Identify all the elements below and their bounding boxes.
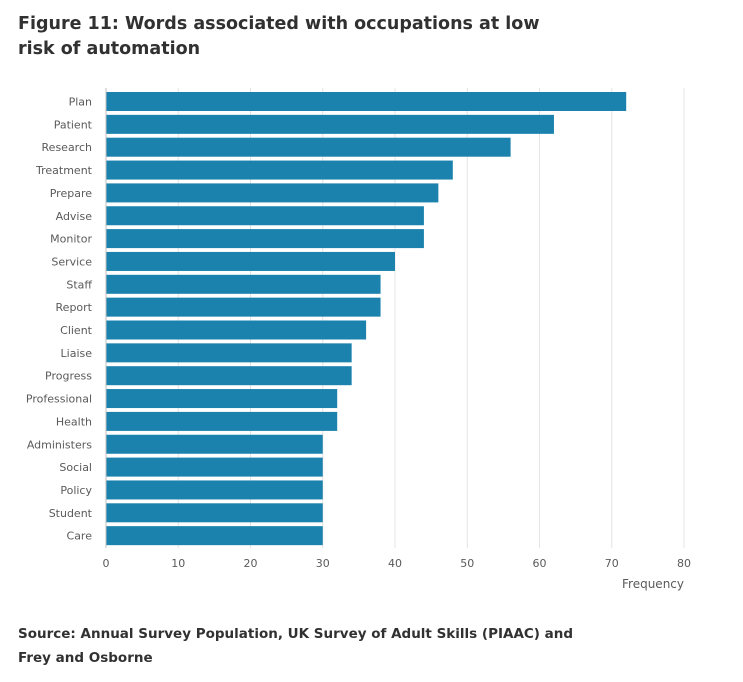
category-label: Student [49, 507, 93, 520]
bar-treatment [106, 160, 453, 180]
bar-service [106, 251, 395, 271]
bar-professional [106, 389, 338, 409]
category-label: Administers [27, 438, 92, 451]
x-tick-label: 60 [533, 557, 547, 570]
x-tick-label: 50 [460, 557, 474, 570]
category-labels: Plan Patient Research Treatment Prepare Advis… [26, 96, 93, 543]
bar-research [106, 137, 511, 157]
category-label: Advise [56, 210, 93, 223]
bar-administers [106, 434, 323, 454]
bar-liaise [106, 343, 352, 363]
bar-plan [106, 92, 627, 111]
bar-report [106, 297, 381, 317]
x-tick-label: 40 [388, 557, 402, 570]
category-label: Research [42, 141, 92, 154]
x-tick-label: 10 [171, 557, 185, 570]
category-label: Monitor [50, 233, 92, 246]
bars [106, 92, 627, 546]
category-label: Service [51, 255, 92, 268]
category-label: Care [67, 530, 93, 543]
category-label: Staff [66, 278, 92, 291]
category-label: Patient [54, 118, 93, 131]
grid-lines [177, 88, 685, 548]
x-tick-label: 30 [316, 557, 330, 570]
category-label: Social [59, 461, 92, 474]
bar-chart: Plan Patient Research Treatment Prepare Advis… [26, 88, 692, 591]
bar-monitor [106, 229, 424, 249]
category-label: Plan [69, 96, 92, 109]
bar-policy [106, 480, 323, 500]
x-tick-label: 0 [103, 557, 110, 570]
source-note: Source: Annual Survey Population, UK Sur… [18, 626, 574, 666]
bar-prepare [106, 183, 439, 203]
bar-care [106, 526, 323, 546]
category-label: Professional [26, 393, 92, 406]
x-axis-label: Frequency [622, 577, 684, 591]
bar-health [106, 411, 338, 431]
chart-title: Figure 11: Words associated with occupat… [18, 14, 540, 59]
x-tick-label: 70 [605, 557, 619, 570]
x-tick-label: 20 [244, 557, 258, 570]
category-label: Liaise [61, 347, 93, 360]
bar-patient [106, 114, 554, 134]
category-label: Client [60, 324, 93, 337]
x-tick-labels: 0 10 20 30 40 50 60 70 80 [103, 557, 692, 570]
bar-advise [106, 206, 424, 226]
bar-progress [106, 366, 352, 386]
bar-staff [106, 274, 381, 294]
bar-social [106, 457, 323, 477]
category-label: Prepare [50, 187, 92, 200]
bar-student [106, 503, 323, 523]
x-tick-label: 80 [677, 557, 691, 570]
category-label: Report [56, 301, 93, 314]
bar-client [106, 320, 367, 340]
category-label: Health [56, 415, 92, 428]
category-label: Progress [45, 370, 92, 383]
category-label: Treatment [35, 164, 93, 177]
category-label: Policy [60, 484, 92, 497]
